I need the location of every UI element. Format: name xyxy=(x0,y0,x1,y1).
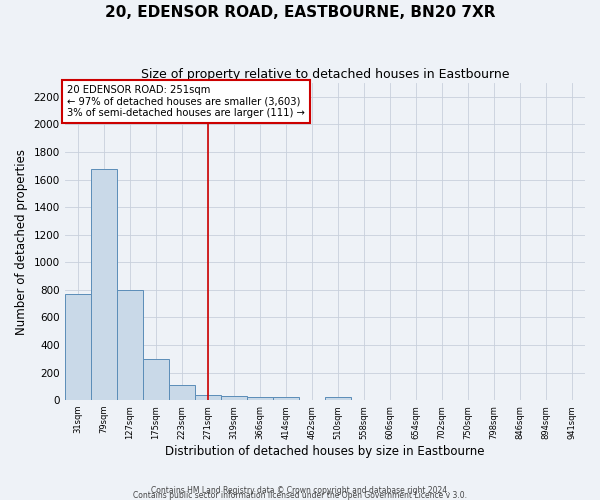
Text: Contains public sector information licensed under the Open Government Licence v : Contains public sector information licen… xyxy=(133,490,467,500)
Text: Contains HM Land Registry data © Crown copyright and database right 2024.: Contains HM Land Registry data © Crown c… xyxy=(151,486,449,495)
Bar xyxy=(169,385,195,400)
Bar xyxy=(195,394,221,400)
X-axis label: Distribution of detached houses by size in Eastbourne: Distribution of detached houses by size … xyxy=(165,444,485,458)
Text: 20, EDENSOR ROAD, EASTBOURNE, BN20 7XR: 20, EDENSOR ROAD, EASTBOURNE, BN20 7XR xyxy=(105,5,495,20)
Bar xyxy=(325,398,351,400)
Bar xyxy=(273,398,299,400)
Bar xyxy=(143,358,169,400)
Bar xyxy=(247,396,273,400)
Bar xyxy=(221,396,247,400)
Bar xyxy=(117,290,143,400)
Text: 20 EDENSOR ROAD: 251sqm
← 97% of detached houses are smaller (3,603)
3% of semi-: 20 EDENSOR ROAD: 251sqm ← 97% of detache… xyxy=(67,84,305,118)
Y-axis label: Number of detached properties: Number of detached properties xyxy=(15,148,28,334)
Title: Size of property relative to detached houses in Eastbourne: Size of property relative to detached ho… xyxy=(140,68,509,80)
Bar xyxy=(65,294,91,400)
Bar xyxy=(91,168,116,400)
